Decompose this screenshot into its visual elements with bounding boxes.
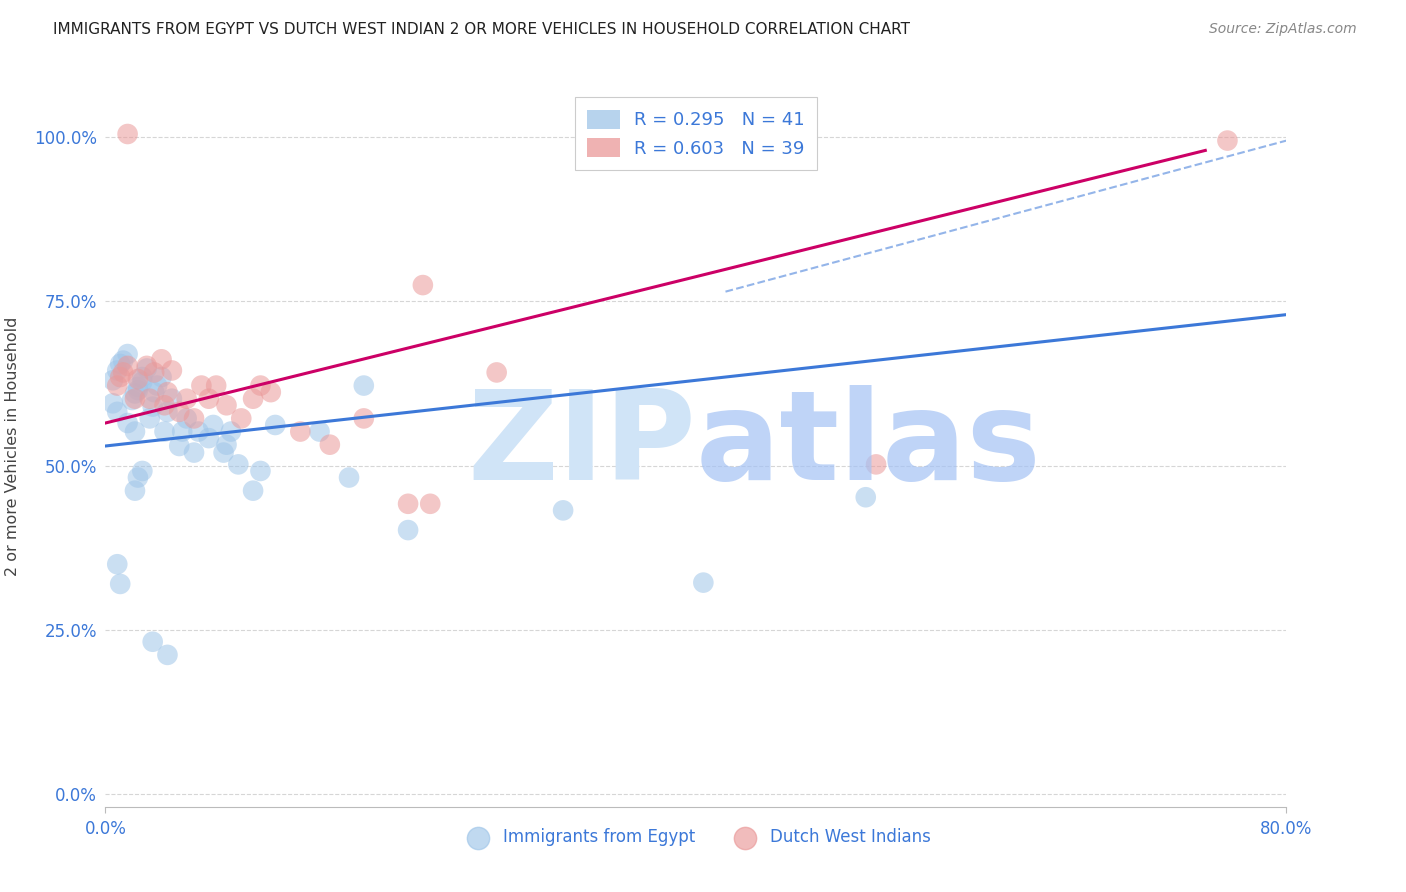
Point [183, 445, 205, 459]
Point [264, 417, 287, 432]
Point [485, 366, 508, 380]
Point [156, 385, 179, 400]
Point [127, 380, 149, 394]
Point [110, 370, 132, 384]
Point [260, 385, 283, 400]
Text: atlas: atlas [696, 385, 1042, 507]
Point [112, 353, 135, 368]
Point [138, 392, 162, 406]
Point [110, 357, 132, 371]
Point [153, 425, 176, 439]
Point [105, 405, 128, 419]
Point [187, 425, 209, 439]
Point [121, 392, 143, 407]
Point [124, 386, 146, 401]
Point [190, 378, 212, 392]
Point [212, 445, 235, 459]
Point [242, 392, 264, 406]
Point [419, 497, 441, 511]
Point [308, 425, 330, 439]
Point [176, 411, 198, 425]
Point [169, 405, 191, 419]
Point [131, 375, 153, 389]
Point [138, 411, 162, 425]
Point [231, 411, 253, 425]
Point [135, 361, 157, 376]
Text: IMMIGRANTS FROM EGYPT VS DUTCH WEST INDIAN 2 OR MORE VEHICLES IN HOUSEHOLD CORRE: IMMIGRANTS FROM EGYPT VS DUTCH WEST INDI… [53, 22, 911, 37]
Point [551, 503, 574, 517]
Point [112, 366, 135, 380]
Point [143, 385, 166, 400]
Point [142, 400, 165, 414]
Point [249, 378, 271, 392]
Point [1216, 134, 1239, 148]
Point [353, 378, 375, 392]
Point [160, 363, 183, 377]
Point [117, 359, 139, 373]
Point [124, 425, 146, 439]
Point [101, 396, 124, 410]
Point [101, 373, 124, 387]
Point [156, 405, 179, 419]
Point [205, 378, 228, 392]
Point [105, 378, 128, 392]
Point [153, 398, 176, 412]
Point [131, 464, 153, 478]
Point [228, 458, 250, 472]
Legend: Immigrants from Egypt, Dutch West Indians: Immigrants from Egypt, Dutch West Indian… [454, 822, 938, 853]
Point [124, 392, 146, 406]
Point [117, 347, 139, 361]
Point [160, 392, 183, 406]
Point [172, 425, 194, 439]
Point [183, 411, 205, 425]
Point [131, 370, 153, 384]
Point [143, 366, 166, 380]
Point [396, 523, 419, 537]
Point [337, 470, 360, 484]
Point [117, 127, 139, 141]
Point [169, 439, 191, 453]
Point [117, 416, 139, 430]
Point [135, 359, 157, 373]
Point [150, 352, 173, 367]
Point [124, 483, 146, 498]
Text: Source: ZipAtlas.com: Source: ZipAtlas.com [1209, 22, 1357, 37]
Y-axis label: 2 or more Vehicles in Household: 2 or more Vehicles in Household [6, 317, 20, 575]
Point [110, 577, 132, 591]
Point [319, 438, 342, 452]
Point [692, 575, 714, 590]
Point [249, 464, 271, 478]
Point [127, 470, 149, 484]
Point [150, 370, 173, 384]
Point [855, 490, 877, 504]
Point [105, 558, 128, 572]
Point [215, 438, 238, 452]
Point [202, 417, 225, 432]
Point [412, 278, 434, 293]
Point [197, 392, 219, 406]
Point [127, 372, 149, 386]
Point [290, 425, 312, 439]
Point [176, 392, 198, 406]
Point [865, 458, 887, 472]
Point [146, 378, 169, 392]
Point [215, 398, 238, 412]
Point [197, 431, 219, 445]
Point [156, 648, 179, 662]
Point [219, 425, 242, 439]
Point [142, 634, 165, 648]
Point [396, 497, 419, 511]
Point [105, 363, 128, 377]
Text: ZIP: ZIP [467, 385, 696, 507]
Point [242, 483, 264, 498]
Point [127, 383, 149, 397]
Point [353, 411, 375, 425]
